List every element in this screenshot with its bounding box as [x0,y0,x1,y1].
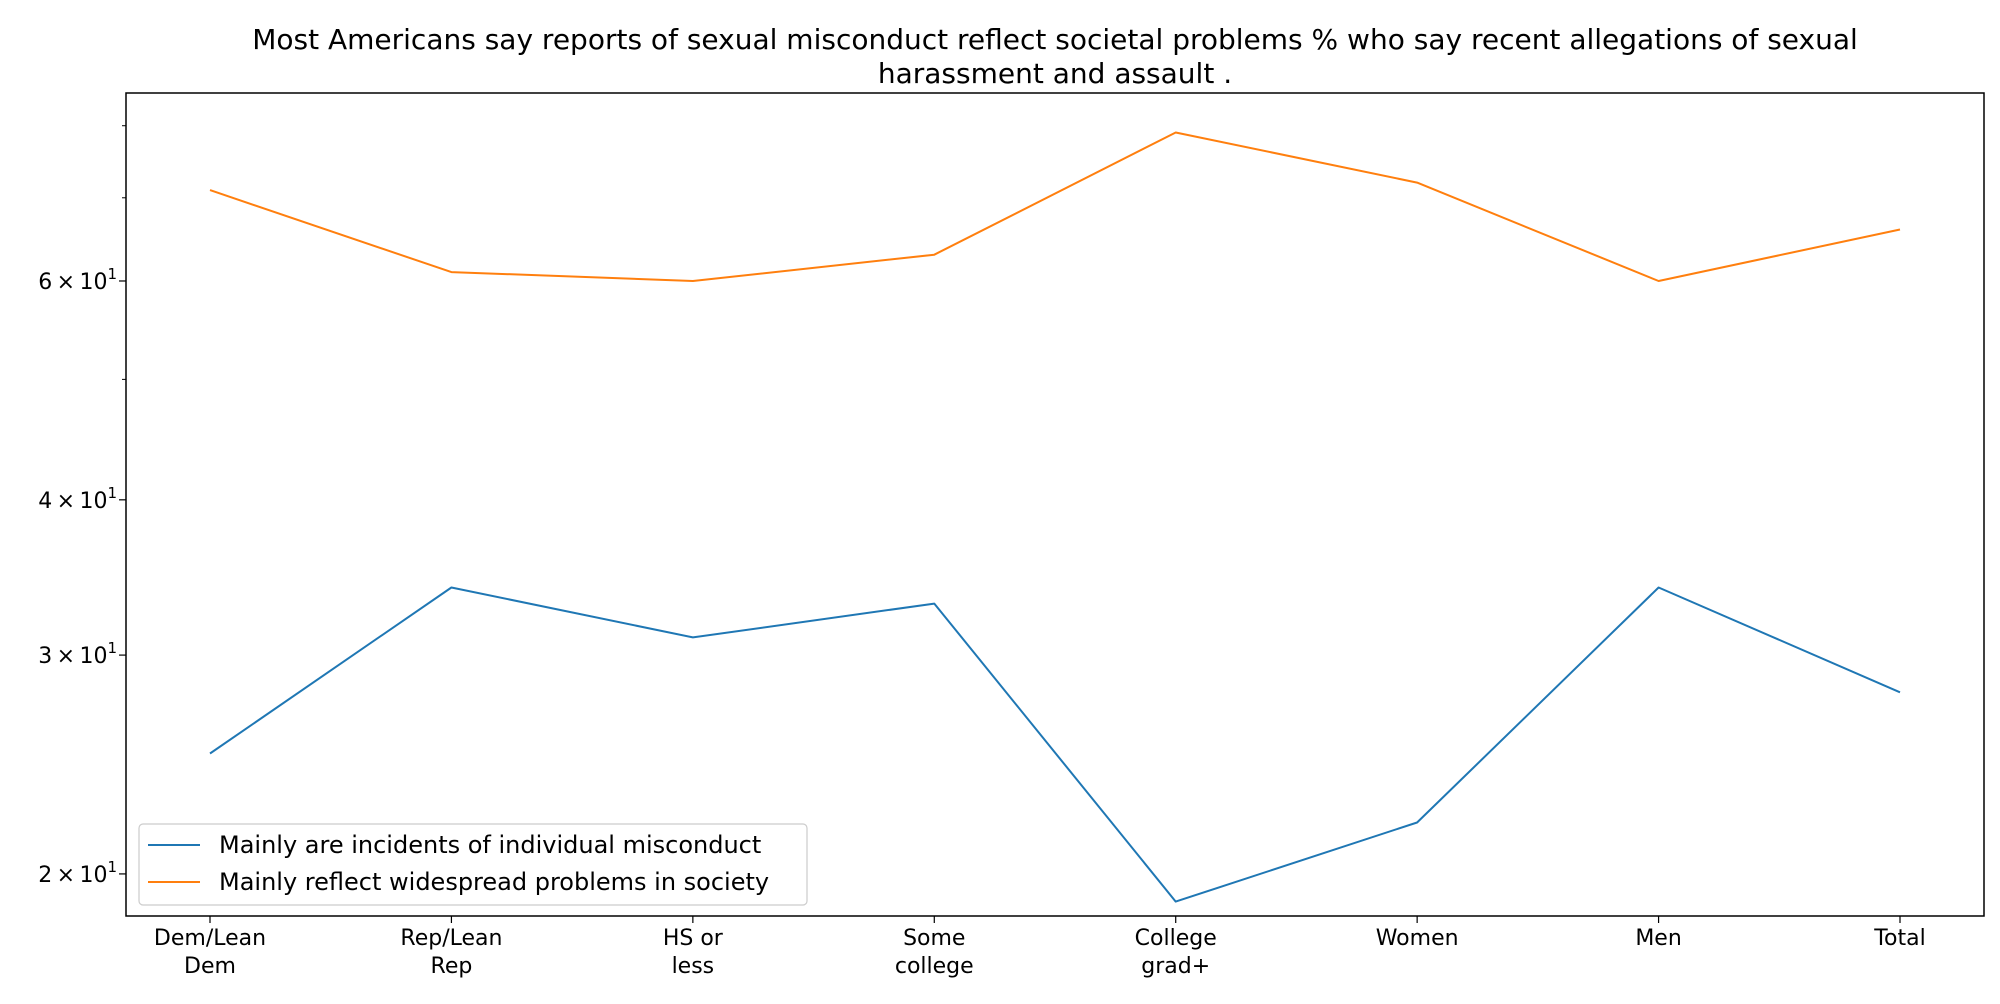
legend-label: Mainly reflect widespread problems in so… [219,868,769,896]
y-tick-label: 2 × 101 [38,858,117,888]
legend-label: Mainly are incidents of individual misco… [219,831,761,859]
chart-title-line: harassment and assault . [878,57,1232,90]
data-point [1416,821,1418,823]
data-point [933,603,935,605]
data-point [450,271,452,273]
data-point [692,280,694,282]
data-point [209,752,211,754]
legend: Mainly are incidents of individual misco… [138,823,808,906]
y-tick-label: 6 × 101 [38,265,117,295]
x-axis: Dem/Lean Dem Rep/Lean Rep HS or less Some colle… [154,916,1926,979]
data-point [1658,587,1660,589]
x-tick-label: College grad+ [1135,926,1217,979]
y-tick-label: 4 × 101 [38,484,117,514]
chart-title: Most Americans say reports of sexual mis… [252,23,1858,90]
y-axis: 2 × 101 3 × 101 4 × 101 6 × 101 [38,125,126,888]
x-tick-label: Some college [895,926,974,979]
x-tick-label: Men [1635,926,1681,951]
x-tick-label: Women [1376,926,1459,951]
series-line-2 [209,131,1901,282]
data-point [1658,280,1660,282]
data-point [1175,132,1177,134]
data-point [1899,691,1901,693]
x-tick-label: Rep/Lean Rep [400,926,502,979]
x-tick-label: Dem/Lean Dem [154,926,266,979]
data-point [450,587,452,589]
y-tick-label: 3 × 101 [38,639,117,669]
data-point [1416,182,1418,184]
data-point [1899,229,1901,231]
chart-title-line: Most Americans say reports of sexual mis… [252,23,1858,56]
x-tick-label: HS or less [663,926,724,979]
legend-box [138,823,808,906]
series-line-1 [209,586,1901,903]
data-point [209,189,211,191]
plot-frame [125,92,1985,917]
data-point [933,254,935,256]
data-point [1175,901,1177,903]
data-point [692,636,694,638]
series-lines [209,131,1901,903]
plot-area [125,92,1985,917]
x-tick-label: Total [1873,926,1925,951]
